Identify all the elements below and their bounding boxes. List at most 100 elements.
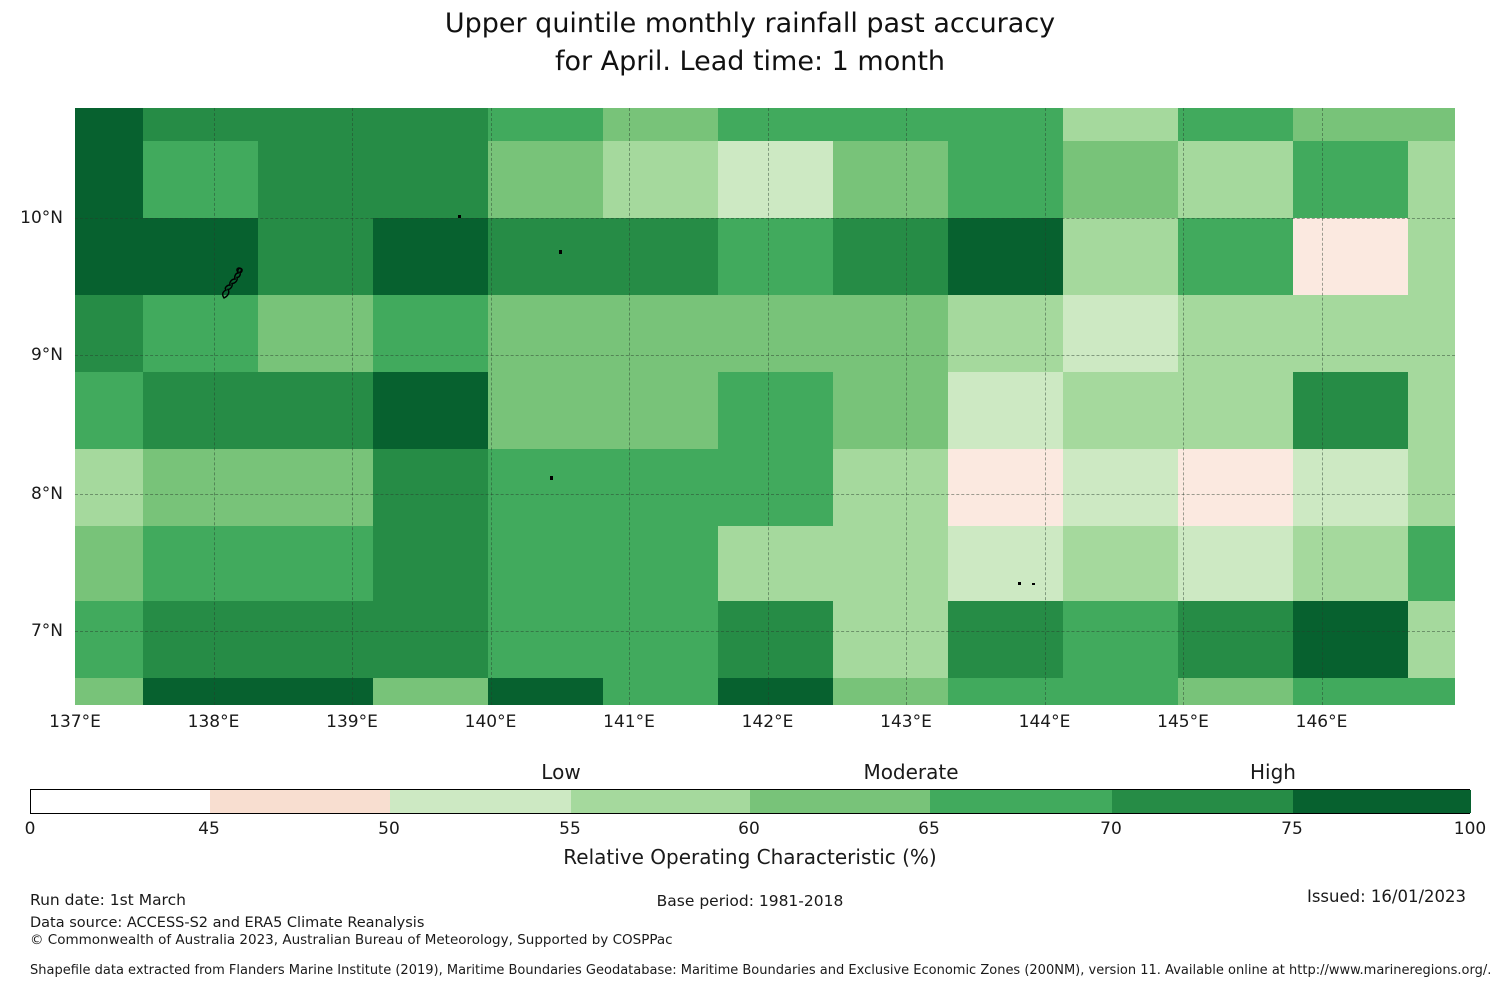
map-cell — [718, 218, 833, 295]
colorbar-category-label: Moderate — [863, 760, 959, 784]
map-cell — [488, 449, 603, 526]
map-cell — [603, 526, 718, 601]
graticule-parallel — [75, 218, 1455, 219]
colorbar-tick-label: 100 — [1453, 819, 1487, 839]
map-cell — [1063, 601, 1178, 678]
map-cell — [1408, 449, 1455, 526]
islet-mark — [559, 250, 562, 254]
issued-date-text: Issued: 16/01/2023 — [1306, 887, 1466, 906]
x-tick-label: 143°E — [880, 712, 932, 732]
map-cell — [373, 218, 488, 295]
graticule-meridian — [1183, 108, 1184, 705]
map-cell — [373, 108, 488, 141]
map-cell — [1293, 218, 1408, 295]
colorbar-tick-label: 0 — [24, 819, 36, 839]
islet-mark — [1018, 582, 1021, 585]
colorbar-segment — [1112, 790, 1293, 813]
map-cell — [1178, 108, 1293, 141]
x-tick-label: 145°E — [1157, 712, 1209, 732]
map-cell — [143, 678, 258, 705]
map-cell — [833, 372, 948, 449]
map-cell — [258, 141, 373, 218]
x-tick-label: 142°E — [741, 712, 794, 732]
colorbar-tick-label: 60 — [738, 819, 760, 839]
map-cell — [75, 526, 143, 601]
map-cell — [143, 108, 258, 141]
map-cell — [1178, 449, 1293, 526]
map-cell — [948, 601, 1063, 678]
islet-mark — [458, 215, 461, 218]
base-period-text: Base period: 1981-2018 — [656, 892, 844, 910]
map-cell — [488, 141, 603, 218]
colorbar-axis-title: Relative Operating Characteristic (%) — [563, 845, 937, 869]
x-tick-label: 140°E — [464, 712, 517, 732]
map-cell — [488, 372, 603, 449]
map-cell — [488, 295, 603, 372]
y-tick-label: 9°N — [30, 345, 63, 365]
map-cell — [1178, 601, 1293, 678]
map-cell — [1293, 141, 1408, 218]
map-cell — [488, 526, 603, 601]
graticule-meridian — [906, 108, 907, 705]
map-cell — [603, 449, 718, 526]
y-tick-label: 8°N — [30, 484, 63, 504]
graticule-meridian — [629, 108, 630, 705]
colorbar-tick-label: 45 — [198, 819, 220, 839]
map-cell — [258, 108, 373, 141]
colorbar-segment — [31, 790, 210, 813]
map-cell — [1293, 372, 1408, 449]
x-tick-label: 141°E — [603, 712, 655, 732]
map-cell — [1063, 678, 1178, 705]
colorbar-segment — [390, 790, 571, 813]
map-cell — [75, 449, 143, 526]
map-cell — [1408, 141, 1455, 218]
map-cell — [1408, 372, 1455, 449]
colorbar-segment — [750, 790, 930, 813]
chart-title-line1: Upper quintile monthly rainfall past acc… — [444, 8, 1056, 39]
map-cell — [75, 678, 143, 705]
map-cell — [143, 526, 258, 601]
map-cell — [373, 526, 488, 601]
map-cell — [948, 108, 1063, 141]
graticule-meridian — [767, 108, 769, 705]
map-cell — [1408, 108, 1455, 141]
heatmap-plot — [75, 108, 1455, 705]
graticule-parallel — [75, 494, 1455, 495]
map-cell — [948, 526, 1063, 601]
map-cell — [1408, 601, 1455, 678]
map-cell — [603, 372, 718, 449]
map-cell — [833, 678, 948, 705]
map-cell — [948, 678, 1063, 705]
map-cell — [1293, 678, 1408, 705]
colorbar-category-label: Low — [541, 760, 581, 784]
map-cell — [948, 141, 1063, 218]
data-source-text: Data source: ACCESS-S2 and ERA5 Climate … — [30, 915, 425, 931]
map-cell — [258, 678, 373, 705]
map-cell — [833, 295, 948, 372]
map-cell — [75, 218, 143, 295]
colorbar-tick-label: 65 — [918, 819, 940, 839]
map-cell — [373, 678, 488, 705]
map-cell — [373, 601, 488, 678]
map-cell — [948, 449, 1063, 526]
graticule-meridian — [352, 108, 353, 705]
map-cell — [1063, 108, 1178, 141]
map-cell — [718, 526, 833, 601]
chart-title: Upper quintile monthly rainfall past acc… — [0, 5, 1500, 81]
map-cell — [1178, 141, 1293, 218]
map-cell — [603, 141, 718, 218]
map-cell — [258, 218, 373, 295]
map-cell — [603, 601, 718, 678]
colorbar-tick-label: 75 — [1281, 819, 1303, 839]
map-cell — [488, 678, 603, 705]
x-tick-label: 137°E — [49, 712, 101, 732]
colorbar-segment — [1293, 790, 1471, 813]
island-outline — [222, 267, 243, 299]
map-cell — [1178, 678, 1293, 705]
map-cell — [1063, 295, 1178, 372]
map-cell — [1408, 678, 1455, 705]
islet-mark — [1032, 583, 1035, 585]
graticule-parallel — [75, 631, 1455, 632]
map-cell — [75, 372, 143, 449]
